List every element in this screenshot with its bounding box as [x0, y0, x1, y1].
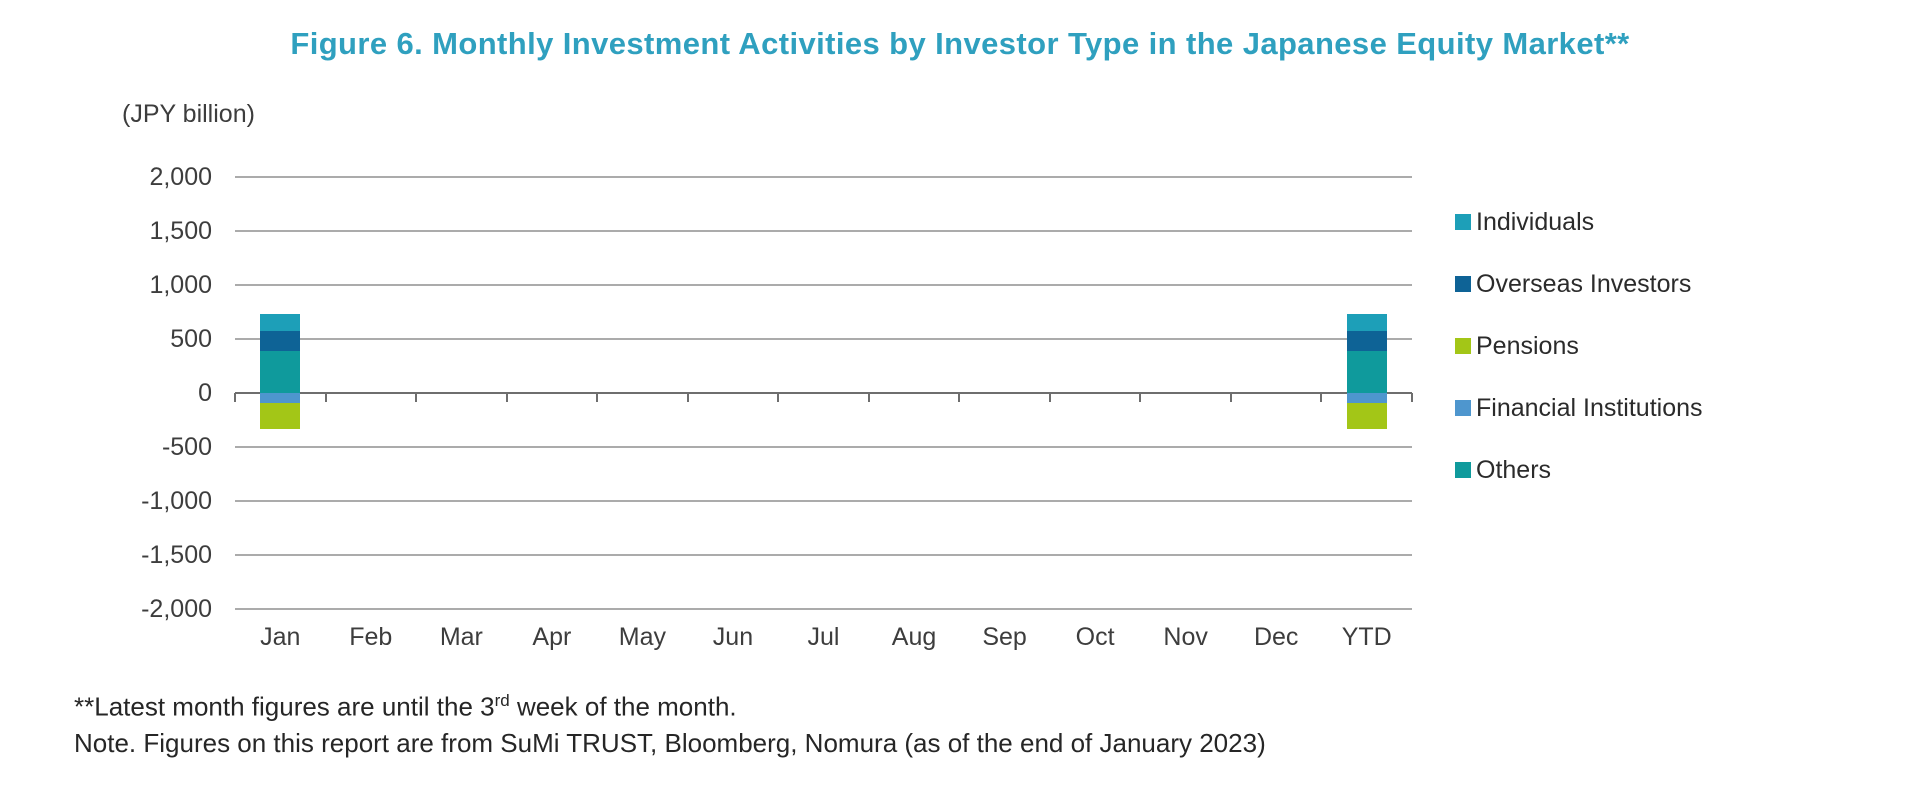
x-axis-line — [235, 392, 1412, 394]
x-axis-tick — [958, 393, 961, 402]
legend-swatch-icon — [1455, 338, 1471, 354]
legend-swatch-icon — [1455, 462, 1471, 478]
chart-title: Figure 6. Monthly Investment Activities … — [290, 26, 1630, 61]
bar-segment-ytd-others — [1346, 350, 1387, 393]
bar-segment-ytd-financial-institutions — [1346, 393, 1387, 403]
x-axis-label-nov: Nov — [1163, 623, 1208, 651]
legend-swatch-icon — [1455, 400, 1471, 416]
x-axis-label-mar: Mar — [439, 623, 483, 651]
x-axis-label-jan: Jan — [260, 623, 301, 651]
legend-item-individuals: Individuals — [1455, 205, 1703, 239]
y-axis-unit-label: (JPY billion) — [122, 100, 255, 128]
x-axis-tick — [1229, 393, 1232, 402]
x-axis-tick — [686, 393, 689, 402]
x-axis-label-aug: Aug — [891, 623, 937, 651]
bar-segment-jan-pensions — [260, 402, 301, 429]
y-axis-tick-label: -1,000 — [141, 487, 212, 515]
bar-segment-ytd-individuals — [1346, 313, 1387, 331]
x-axis-label-apr: Apr — [532, 623, 572, 651]
x-axis-label-jul: Jul — [807, 623, 840, 651]
bar-segment-ytd-overseas-investors — [1346, 330, 1387, 351]
gridline--2000 — [235, 608, 1412, 610]
x-axis-tick — [415, 393, 418, 402]
legend-swatch-icon — [1455, 214, 1471, 230]
y-axis-tick-label: 0 — [198, 379, 212, 407]
y-axis-tick-label: 1,000 — [149, 271, 212, 299]
x-axis-tick — [505, 393, 508, 402]
legend-label: Overseas Investors — [1476, 269, 1692, 298]
x-axis-tick — [596, 393, 599, 402]
x-axis-tick — [1048, 393, 1051, 402]
bar-segment-jan-overseas-investors — [260, 330, 301, 351]
gridline-500 — [235, 338, 1412, 340]
legend-item-pensions: Pensions — [1455, 329, 1703, 363]
x-axis-tick — [1320, 393, 1323, 402]
legend: Individuals Overseas Investors Pensions Fin… — [1455, 205, 1703, 515]
legend-label: Others — [1476, 455, 1552, 484]
bar-segment-jan-individuals — [260, 313, 301, 331]
gridline-2000 — [235, 176, 1412, 178]
gridline--1000 — [235, 500, 1412, 502]
y-axis-tick-label: 500 — [170, 325, 212, 353]
x-axis-label-feb: Feb — [349, 623, 393, 651]
y-axis-tick-label: 2,000 — [149, 163, 212, 191]
x-axis-label-jun: Jun — [712, 623, 754, 651]
x-axis-label-sep: Sep — [982, 623, 1027, 651]
x-axis-tick — [1411, 393, 1413, 402]
gridline-1500 — [235, 230, 1412, 232]
x-axis-label-ytd: YTD — [1341, 623, 1392, 651]
x-axis-label-dec: Dec — [1253, 623, 1299, 651]
bar-segment-jan-financial-institutions — [260, 393, 301, 403]
y-axis-tick-label: -500 — [161, 433, 212, 461]
gridline--500 — [235, 446, 1412, 448]
y-axis-tick-label: -2,000 — [141, 595, 212, 623]
gridline--1500 — [235, 554, 1412, 556]
x-axis-label-may: May — [618, 623, 667, 651]
gridline-1000 — [235, 284, 1412, 286]
y-axis-tick-label: -1,500 — [141, 541, 212, 569]
y-axis-tick-label: 1,500 — [149, 217, 212, 245]
legend-item-financial-institutions: Financial Institutions — [1455, 391, 1703, 425]
x-axis-label-oct: Oct — [1075, 623, 1115, 651]
bar-segment-jan-others — [260, 350, 301, 393]
legend-label: Pensions — [1476, 331, 1579, 360]
footnote-line-2: Note. Figures on this report are from Su… — [74, 727, 1266, 758]
legend-item-others: Others — [1455, 453, 1703, 487]
x-axis-tick — [867, 393, 870, 402]
x-axis-tick — [324, 393, 327, 402]
x-axis-tick — [777, 393, 780, 402]
x-axis-tick — [234, 393, 236, 402]
legend-item-overseas-investors: Overseas Investors — [1455, 267, 1703, 301]
footnote-superscript: rd — [494, 691, 510, 710]
bar-segment-ytd-pensions — [1346, 402, 1387, 429]
footnote-line-1: **Latest month figures are until the 3rd… — [74, 691, 737, 722]
legend-swatch-icon — [1455, 276, 1471, 292]
legend-label: Individuals — [1476, 207, 1595, 236]
legend-label: Financial Institutions — [1476, 393, 1703, 422]
footnotes: **Latest month figures are until the 3rd… — [74, 683, 1266, 761]
x-axis-tick — [1139, 393, 1142, 402]
